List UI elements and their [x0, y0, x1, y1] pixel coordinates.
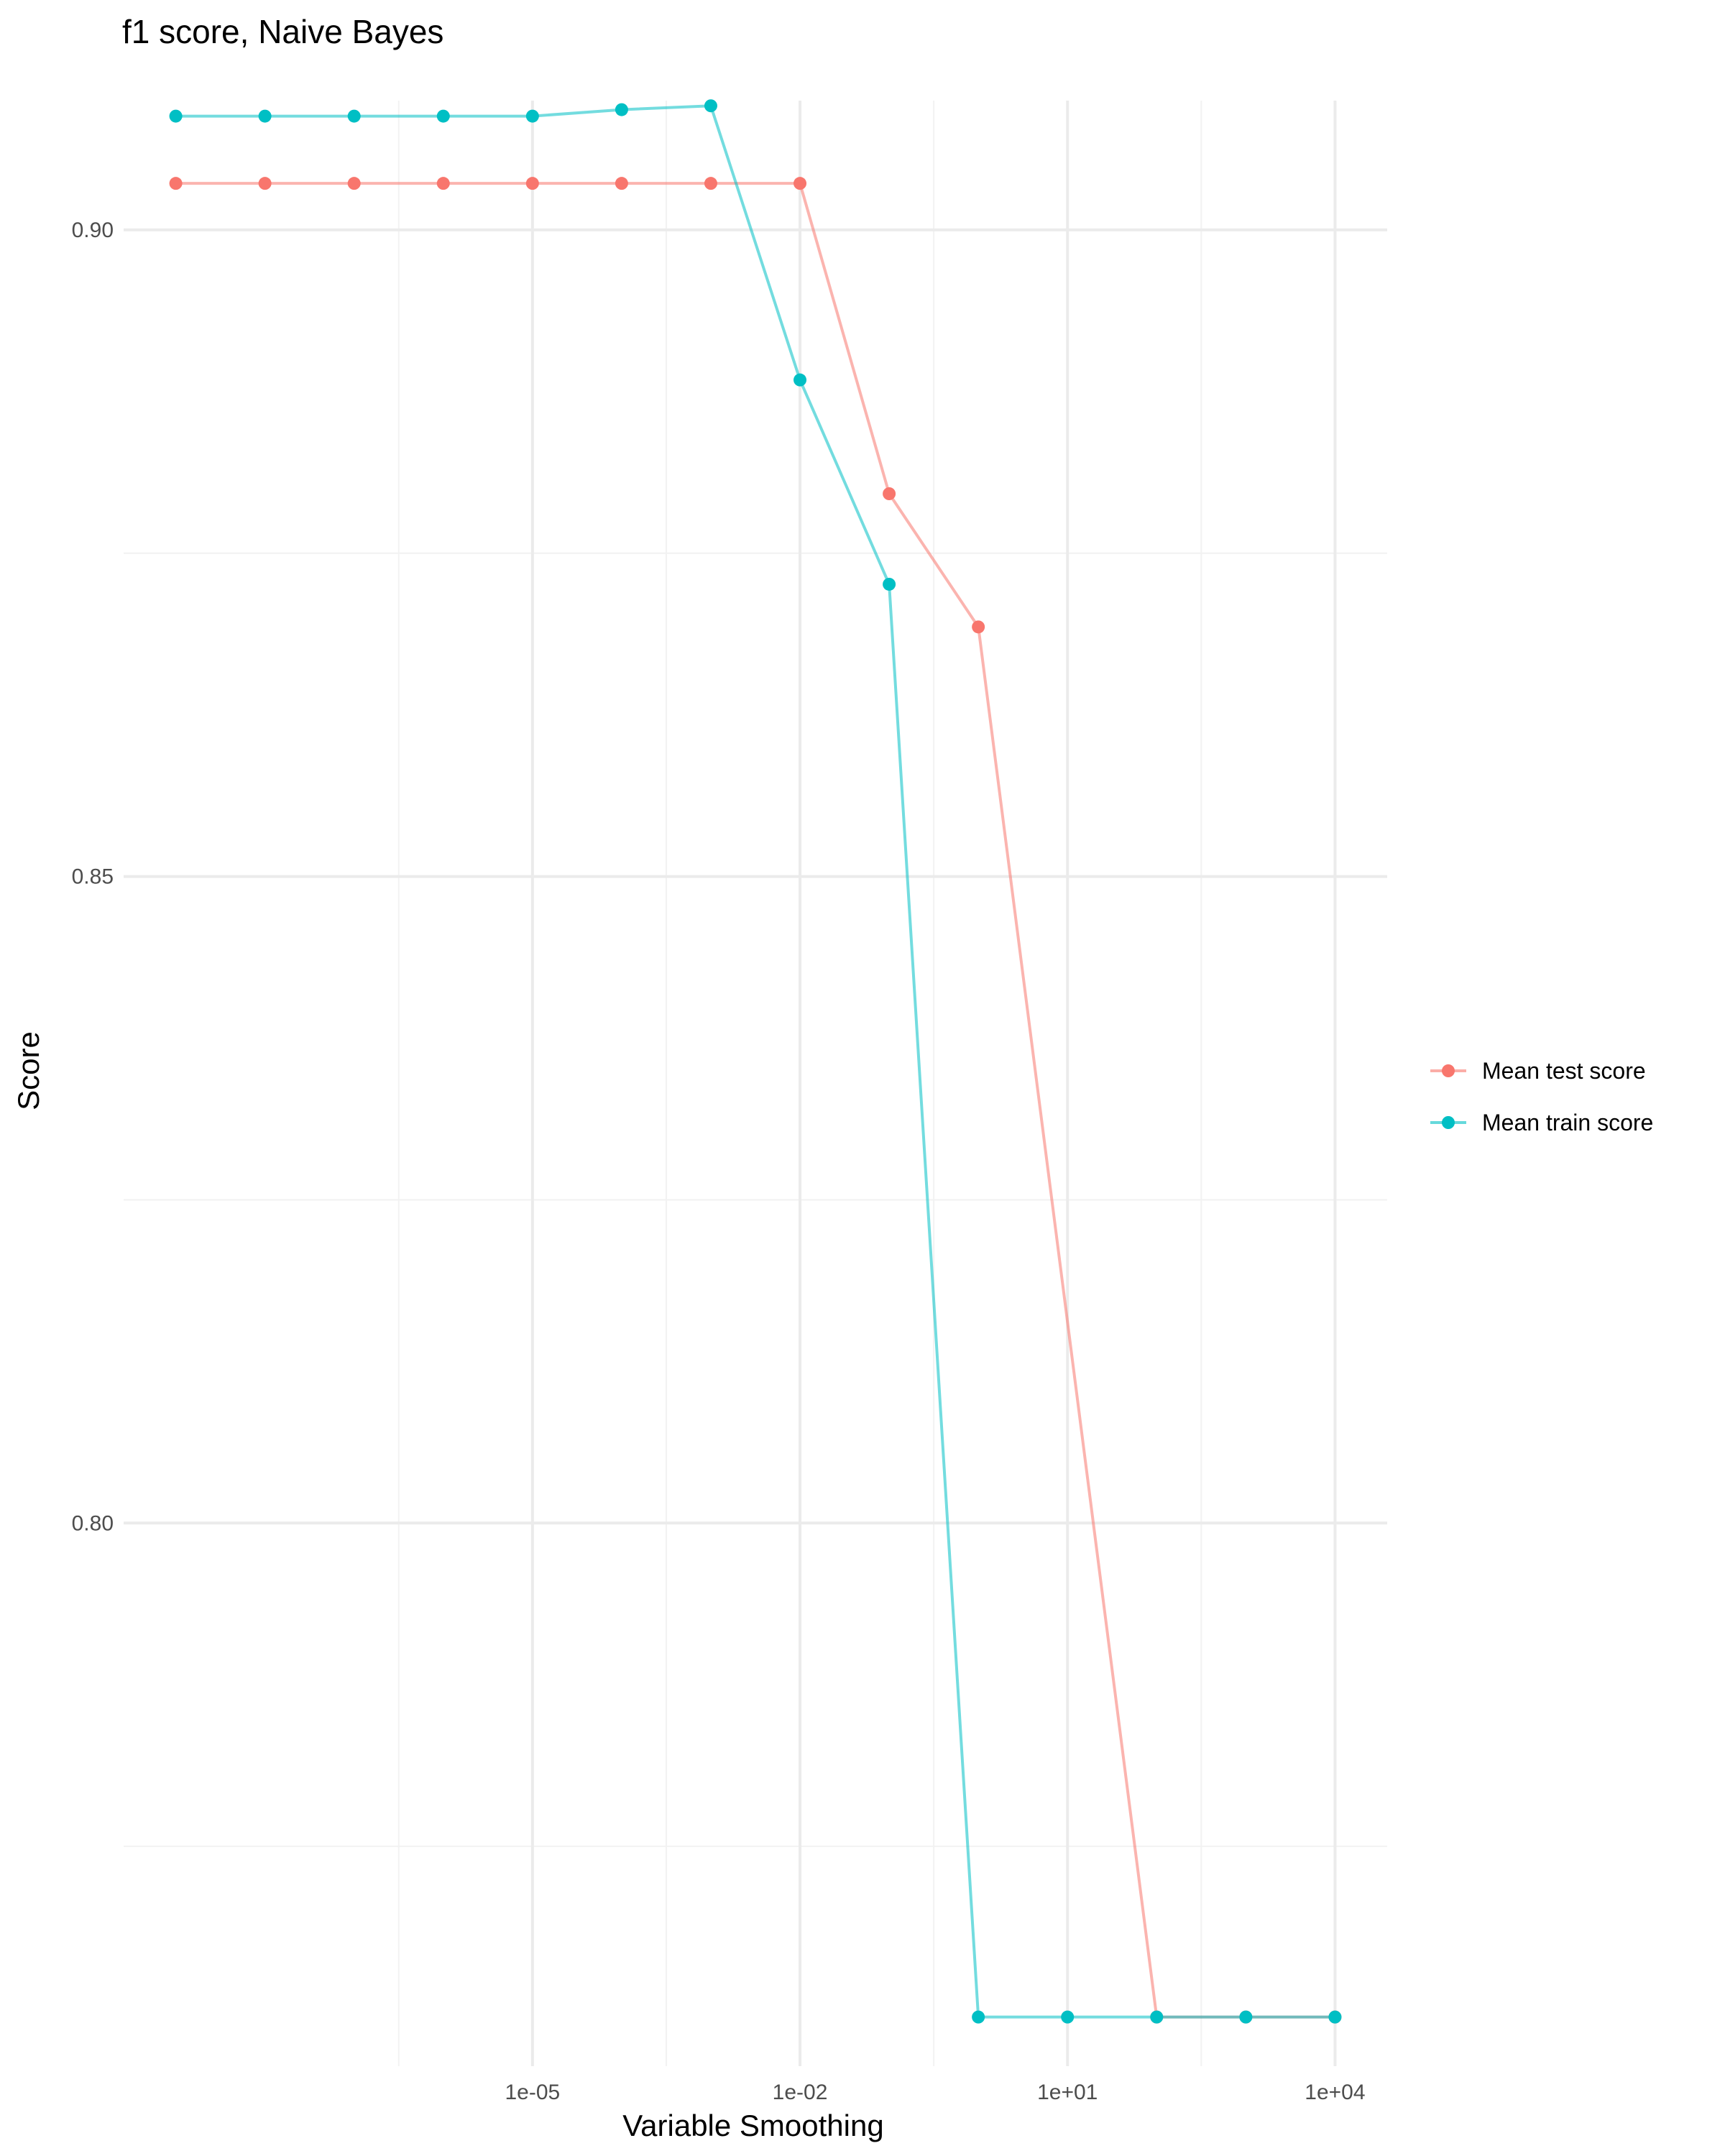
legend-key-point: [1442, 1116, 1455, 1129]
data-point: [525, 177, 539, 190]
data-point: [525, 109, 539, 123]
data-point: [436, 177, 450, 190]
data-point: [347, 177, 361, 190]
legend-label: Mean train score: [1482, 1110, 1653, 1135]
x-tick-label: 1e-05: [505, 2081, 560, 2104]
y-tick-label: 0.85: [72, 865, 114, 889]
data-point: [794, 373, 807, 387]
y-tick-label: 0.80: [72, 1511, 114, 1535]
data-point: [794, 177, 807, 190]
data-point: [1150, 2010, 1164, 2024]
series-line: [175, 104, 1335, 2019]
data-point: [615, 177, 628, 190]
y-axis-title: Score: [12, 1031, 45, 1110]
series-layer: [169, 99, 1342, 2024]
data-point: [1061, 2010, 1075, 2024]
y-axis-ticks: 0.80 0.85 0.90: [72, 218, 114, 1535]
data-point: [704, 99, 717, 113]
legend: Mean test score Mean train score: [1430, 1058, 1653, 1135]
legend-item: Mean test score: [1430, 1058, 1646, 1084]
data-point: [258, 109, 272, 123]
x-axis-ticks: 1e-05 1e-02 1e+01 1e+04: [505, 2081, 1365, 2104]
data-point: [883, 577, 896, 591]
x-tick-label: 1e+01: [1037, 2081, 1098, 2104]
data-point: [436, 109, 450, 123]
data-point: [169, 177, 183, 190]
legend-item: Mean train score: [1430, 1110, 1653, 1135]
x-axis-title: Variable Smoothing: [622, 2109, 883, 2142]
legend-key-point: [1442, 1064, 1455, 1077]
series-line: [175, 182, 1335, 2019]
legend-label: Mean test score: [1482, 1058, 1646, 1084]
grid: [124, 101, 1387, 2066]
data-point: [883, 487, 896, 500]
data-point: [169, 109, 183, 123]
data-point: [615, 103, 628, 116]
data-point: [972, 2010, 985, 2024]
x-tick-label: 1e+04: [1305, 2081, 1365, 2104]
chart-title: f1 score, Naive Bayes: [122, 13, 443, 50]
x-tick-label: 1e-02: [773, 2081, 828, 2104]
data-point: [258, 177, 272, 190]
data-point: [972, 620, 985, 634]
data-point: [704, 177, 717, 190]
data-point: [347, 109, 361, 123]
y-tick-label: 0.90: [72, 218, 114, 242]
data-point: [1328, 2010, 1342, 2024]
data-point: [1239, 2010, 1253, 2024]
